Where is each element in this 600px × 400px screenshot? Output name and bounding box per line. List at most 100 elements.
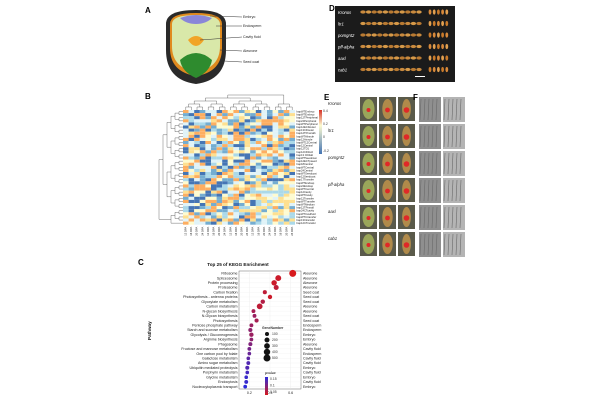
heatmap-cell: [227, 181, 234, 185]
heatmap-cell: [227, 190, 234, 194]
grain-long: [360, 10, 366, 14]
heatmap-row-label: bapWTCentral: [297, 187, 315, 191]
sem-texture: [443, 206, 446, 229]
heatmap-cell: [244, 147, 251, 151]
heatmap-cell: [239, 116, 245, 120]
heatmap-cell: [283, 134, 290, 138]
heatmap-cell: [239, 159, 245, 163]
heatmap-cell: [267, 165, 273, 169]
heatmap-cell: [283, 147, 290, 151]
grain-end: [432, 66, 436, 73]
stain-spot: [385, 161, 390, 167]
heatmap-cell: [244, 119, 251, 123]
heatmap-cell: [216, 212, 223, 216]
grain-end: [432, 9, 436, 15]
sem-image: [419, 97, 441, 122]
heatmap-cell: [205, 181, 211, 185]
heatmap-cell: [194, 131, 200, 135]
heatmap-cell: [244, 156, 251, 160]
grain-long: [405, 33, 411, 37]
heatmap-cell: [289, 144, 295, 148]
heatmap-cell: [205, 184, 211, 188]
dendrogram-branch: [174, 125, 179, 132]
heatmap-cell: [255, 206, 262, 210]
grain-long: [399, 10, 405, 14]
heatmap-cell: [267, 162, 273, 166]
heatmap-cell: [278, 212, 284, 216]
heatmap-cell: [194, 128, 200, 132]
heatmap-cell: [289, 175, 295, 179]
heatmap-cell: [211, 147, 217, 151]
heatmap-cell: [250, 110, 256, 114]
panel-label-d: D: [329, 4, 335, 13]
grain-long: [388, 44, 394, 49]
heatmap-cell: [216, 131, 223, 135]
heatmap-cell: [261, 113, 267, 117]
heatmap-cell: [233, 137, 239, 141]
heatmap-cell: [199, 141, 206, 145]
kegg-point: [273, 285, 279, 291]
heatmap-cell: [255, 203, 262, 207]
heatmap-cell: [261, 168, 267, 172]
heatmap-cell: [278, 175, 284, 179]
heatmap-cell: [272, 193, 279, 197]
heatmap-cell: [216, 184, 223, 188]
heatmap-row-label: bapWTEndosp: [297, 181, 315, 185]
heatmap-cell: [289, 209, 295, 213]
chart-title: Top 25 of KEGG Enrichment: [207, 262, 269, 267]
kegg-point: [254, 318, 259, 323]
heatmap-cell: [205, 172, 211, 176]
sem-texture: [459, 206, 462, 229]
heatmap-cell: [244, 141, 251, 145]
heatmap-cell: [227, 193, 234, 197]
heatmap-cell: [261, 125, 267, 129]
dendrogram-branch: [208, 106, 214, 110]
heatmap-cell: [244, 215, 251, 219]
heatmap-cell: [194, 181, 200, 185]
heatmap-cell: [205, 215, 211, 219]
heatmap-cell: [216, 156, 223, 160]
heatmap-cell: [272, 215, 279, 219]
dendrogram-branch: [255, 103, 268, 107]
tissue-label: Cavity fluid: [303, 371, 321, 375]
heatmap-cell: [261, 193, 267, 197]
heatmap-cell: [250, 141, 256, 145]
heatmap-cells: [183, 110, 295, 225]
grain-long: [393, 33, 400, 37]
pathway-label: Endocytosis: [218, 380, 238, 384]
heatmap-cell: [222, 178, 228, 182]
dendrogram-branch: [178, 117, 183, 122]
heatmap-cell: [267, 141, 273, 145]
pvalue-color-bar: [265, 377, 268, 395]
heatmap-cell: [199, 113, 206, 117]
heatmap-cell: [199, 153, 206, 157]
heatmap-cell: [244, 128, 251, 132]
grain-end: [437, 32, 440, 38]
heatmap-cell: [261, 187, 267, 191]
heatmap-cell: [199, 199, 206, 203]
heatmap-cell: [267, 131, 273, 135]
heatmap-row-label: bap12Transfer: [297, 196, 314, 200]
heatmap-cell: [216, 122, 223, 126]
heatmap-cell: [211, 215, 217, 219]
dendrogram-branch: [178, 210, 183, 215]
sem-texture: [447, 98, 450, 121]
heatmap-cell: [199, 116, 206, 120]
sem-texture: [435, 206, 438, 229]
dendrogram-branch: [233, 103, 245, 107]
heatmap-cell: [194, 221, 200, 225]
seed-diagram: Embryo Endosperm Cavity fluid Aleurone S…: [166, 10, 261, 84]
heatmap-cell: [255, 147, 262, 151]
heatmap-cell: [233, 175, 239, 179]
heatmap-cell: [233, 116, 239, 120]
heatmap-cell: [183, 193, 189, 197]
heatmap-cell: [222, 181, 228, 185]
heatmap-row-label: bap12Central: [297, 144, 314, 148]
heatmap-cell: [261, 212, 267, 216]
heatmap-cell: [188, 147, 195, 151]
heatmap-cell: [205, 199, 211, 203]
heatmap-cell: [261, 144, 267, 148]
heatmap-cell: [283, 181, 290, 185]
sem-texture: [455, 179, 458, 202]
heatmap-cell: [211, 221, 217, 225]
